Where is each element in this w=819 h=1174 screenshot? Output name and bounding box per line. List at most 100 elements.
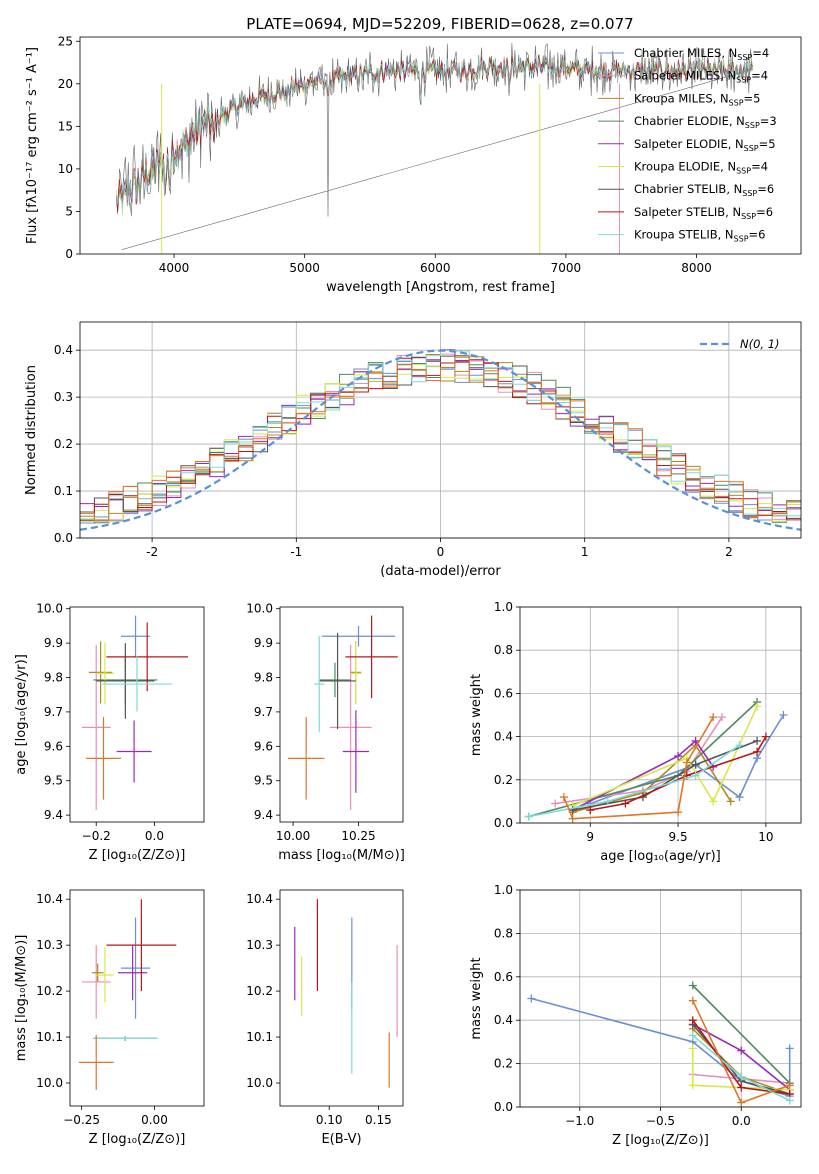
weight-vs-Z-axes: −1.0 −0.5 0.0 0.0 0.2 0.4 0.6 0.8 1.0 Z [log₁₀(Z/… <box>469 883 802 1148</box>
y-axis-label: Normed distribution <box>24 365 39 495</box>
x-tick-label: 0.15 <box>365 1113 392 1127</box>
y-tick-label: 0.2 <box>54 437 73 451</box>
weight-vs-age-plot-area <box>524 698 788 823</box>
plus-marker <box>737 1046 746 1055</box>
plus-marker <box>753 736 762 745</box>
y-tick-label: 9.4 <box>44 808 63 822</box>
legend-label: Kroupa ELODIE, NSSP=4 <box>634 160 768 176</box>
age-vs-Z-plot-area <box>81 615 188 810</box>
x-tick-label: 5000 <box>289 261 320 275</box>
y-tick-label: 25 <box>58 34 73 48</box>
legend-label: N(0, 1) <box>740 337 780 351</box>
legend-label: Salpeter ELODIE, NSSP=5 <box>634 137 776 153</box>
plus-marker <box>688 1016 697 1025</box>
y-tick-label: 5 <box>65 204 73 218</box>
spectrum-frame <box>79 36 802 255</box>
y-tick-label: 9.8 <box>44 671 63 685</box>
plus-marker <box>726 797 735 806</box>
x-tick-label: 0.00 <box>141 1113 168 1127</box>
plus-marker <box>737 1072 746 1081</box>
y-tick-label: 0.4 <box>494 1013 513 1027</box>
y-tick-label: 10.0 <box>246 1076 273 1090</box>
plus-marker <box>603 797 612 806</box>
plus-marker <box>674 752 683 761</box>
weight-vs-age-frame <box>519 606 802 824</box>
x-tick-label: 10.25 <box>341 829 375 843</box>
y-tick-label: 10.2 <box>36 984 63 998</box>
plus-marker <box>691 736 700 745</box>
mass-vs-ebv-plot-area <box>294 899 398 1088</box>
y-tick-label: 9.5 <box>254 774 273 788</box>
x-tick-label: 0 <box>437 545 445 559</box>
x-tick-label: 9.5 <box>669 830 688 844</box>
x-tick-label: 4000 <box>159 261 190 275</box>
age-vs-mass-plot-area <box>287 615 398 810</box>
y-tick-label: 10.3 <box>36 938 63 952</box>
age-vs-mass-axes: 10.00 10.25 9.4 9.5 9.6 9.7 9.8 9.9 10.0 mass [lo… <box>246 602 404 863</box>
y-axis-label: mass weight <box>469 674 484 756</box>
y-tick-label: 1.0 <box>494 883 513 897</box>
spectrum-axes: 4000 5000 6000 7000 8000 0 5 10 15 20 25 wavelength… <box>25 34 802 295</box>
legend-label: Kroupa STELIB, NSSP=6 <box>634 228 765 244</box>
normal-curve <box>80 349 801 531</box>
plus-marker <box>737 1083 746 1092</box>
plus-marker <box>568 814 577 823</box>
x-tick-label: −1.0 <box>565 1114 594 1128</box>
residuals-axes: -2 -1 0 1 2 0.0 0.1 0.2 0.3 0.4 (data-model)/error… <box>24 321 802 579</box>
x-axis-label: Z [log₁₀(Z/Z⊙)] <box>612 1133 709 1148</box>
y-tick-label: 9.9 <box>254 636 273 650</box>
y-tick-label: 9.8 <box>254 671 273 685</box>
y-tick-label: 0.2 <box>494 1057 513 1071</box>
y-tick-label: 10.1 <box>36 1030 63 1044</box>
x-tick-label: 7000 <box>551 261 582 275</box>
y-tick-label: 9.7 <box>254 705 273 719</box>
plus-marker <box>779 711 788 719</box>
plus-marker <box>785 1044 794 1053</box>
x-tick-label: 6000 <box>420 261 451 275</box>
y-tick-label: 10.0 <box>246 602 273 616</box>
y-tick-label: 10.0 <box>36 602 63 616</box>
plus-marker <box>551 799 560 808</box>
y-tick-label: 0.1 <box>54 484 73 498</box>
residuals-plot-area <box>80 349 801 531</box>
plus-marker <box>682 758 691 767</box>
weight-vs-Z-plot-area <box>527 981 794 1107</box>
y-tick-label: 9.6 <box>254 739 273 753</box>
x-tick-label: 0.0 <box>732 1114 751 1128</box>
y-tick-label: 10.0 <box>36 1076 63 1090</box>
y-axis-label: Flux [fλ10⁻¹⁷ erg cm⁻² s⁻¹ A⁻¹] <box>25 47 40 244</box>
legend-label: Salpeter MILES, NSSP=4 <box>634 69 768 85</box>
plus-marker <box>785 1096 794 1105</box>
y-tick-label: 15 <box>58 119 73 133</box>
spectrum-legend: Chabrier MILES, NSSP=4 Salpeter MILES, NS… <box>598 46 777 244</box>
residual-histogram <box>80 356 801 521</box>
x-tick-label: 2 <box>725 545 733 559</box>
y-tick-label: 10.2 <box>246 984 273 998</box>
plus-marker <box>717 713 726 722</box>
x-tick-label: 9 <box>586 830 594 844</box>
plus-marker <box>586 806 595 815</box>
plus-marker <box>688 1044 697 1053</box>
y-tick-label: 10 <box>58 162 73 176</box>
age-vs-mass-frame <box>279 606 404 823</box>
legend-label: Chabrier STELIB, NSSP=6 <box>634 182 774 198</box>
y-tick-label: 9.4 <box>254 808 273 822</box>
legend-label: Chabrier MILES, NSSP=4 <box>634 46 769 62</box>
x-axis-label: age [log₁₀(age/yr)] <box>600 849 721 864</box>
x-tick-label: 10.00 <box>276 829 310 843</box>
age-vs-Z-axes: −0.2 0.0 9.4 9.5 9.6 9.7 9.8 9.9 10.0 Z [log₁₀(Z/… <box>14 602 205 863</box>
x-tick-label: 0.10 <box>316 1113 343 1127</box>
y-tick-label: 0.0 <box>494 1100 513 1114</box>
plus-marker <box>761 732 770 741</box>
x-tick-label: 1 <box>581 545 589 559</box>
weight-vs-age-axes: 9 9.5 10 0.0 0.2 0.4 0.6 0.8 1.0 age [log₁₀(age/y… <box>469 600 802 864</box>
x-axis-label: wavelength [Angstrom, rest frame] <box>326 280 555 295</box>
mass-vs-Z-frame <box>69 889 205 1107</box>
legend-label: Salpeter STELIB, NSSP=6 <box>634 205 773 221</box>
spectrum-line <box>116 55 753 210</box>
x-tick-label: 8000 <box>681 261 712 275</box>
mass-vs-ebv-frame <box>279 889 404 1107</box>
y-tick-label: 9.6 <box>44 739 63 753</box>
y-tick-label: 9.9 <box>44 636 63 650</box>
x-axis-label: Z [log₁₀(Z/Z⊙)] <box>89 1132 186 1147</box>
